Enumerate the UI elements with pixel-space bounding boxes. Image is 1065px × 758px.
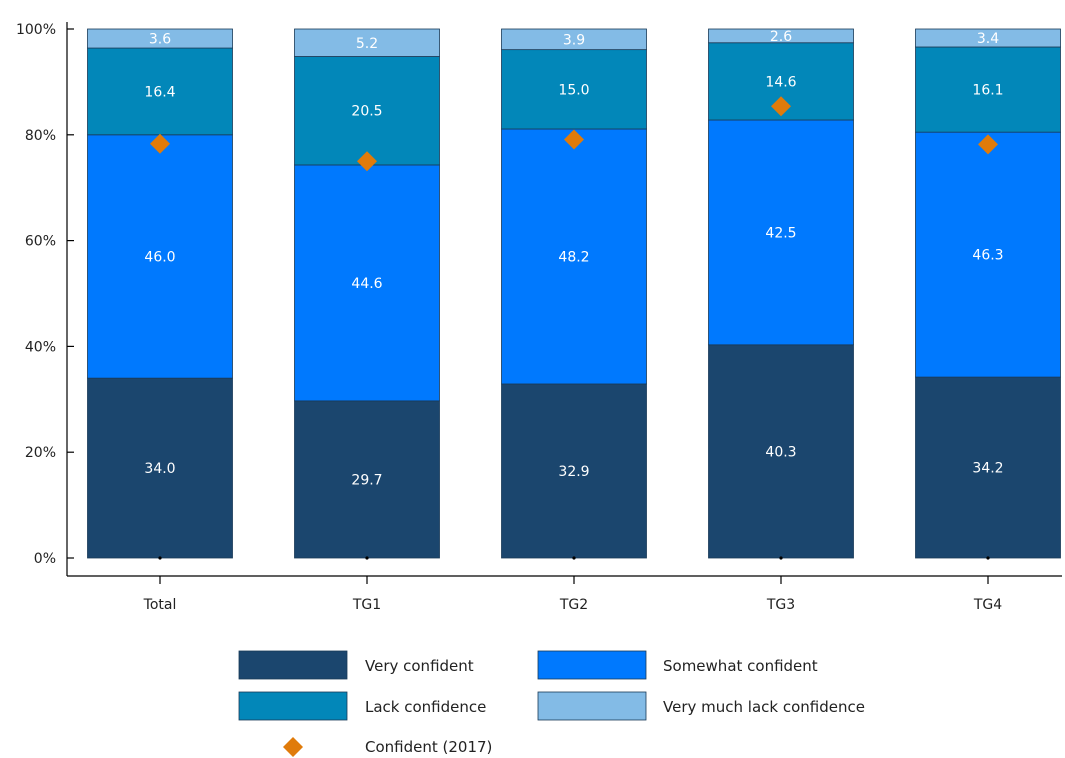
legend-swatch [537, 691, 647, 721]
x-tick-label: TG2 [559, 597, 588, 613]
bar-segment [915, 46, 1061, 133]
data-label: 3.9 [563, 32, 585, 48]
bar-segment [294, 400, 440, 559]
bar-segment [501, 49, 647, 130]
bar-base-dot [779, 556, 783, 560]
legend: Very confident Somewhat confident Lack con… [238, 650, 865, 757]
bar-base-dot [158, 556, 162, 560]
x-tick-label: TG3 [766, 597, 795, 613]
data-label: 16.4 [144, 84, 175, 100]
y-tick-label: 60% [25, 234, 56, 250]
marker-confident-2017 [771, 96, 791, 117]
data-label: 5.2 [356, 36, 378, 52]
y-tick-label: 0% [34, 551, 56, 567]
y-tick-label: 100% [16, 22, 56, 38]
data-label: 34.0 [144, 461, 175, 477]
axes-layer: 0% 20% 40% 60% 80% 100% Total TG1 TG2 TG3 TG4 [16, 22, 1062, 613]
data-label: 46.0 [144, 249, 175, 265]
bar-segment [87, 134, 233, 379]
data-label: 29.7 [351, 472, 382, 488]
bar-segment [708, 28, 854, 44]
data-label: 15.0 [558, 82, 589, 98]
data-label: 2.6 [770, 29, 792, 45]
data-label: 40.3 [765, 444, 796, 460]
bar-segment [501, 383, 647, 559]
bar-segment [294, 164, 440, 402]
legend-label: Lack confidence [365, 698, 486, 716]
data-label: 32.9 [558, 464, 589, 480]
marker-confident-2017 [357, 151, 377, 172]
markers-layer [150, 96, 998, 172]
x-tick-label: TG4 [973, 597, 1002, 613]
bar-segment [915, 131, 1061, 378]
x-tick-label: Total [143, 597, 177, 613]
bar-base-dot [572, 556, 576, 560]
y-tick-label: 40% [25, 339, 56, 355]
bar-base-dot [986, 556, 990, 560]
y-tick-label: 80% [25, 128, 56, 144]
legend-swatch [537, 650, 647, 680]
bar-segment [501, 28, 647, 51]
x-tick-label: TG1 [352, 597, 381, 613]
bar-segment [915, 28, 1061, 48]
bar-segment [294, 28, 440, 57]
bar-segment [501, 128, 647, 385]
data-label: 48.2 [558, 249, 589, 265]
bar-segment [708, 344, 854, 559]
marker-confident-2017 [978, 134, 998, 155]
data-label: 3.4 [977, 31, 999, 47]
legend-label: Somewhat confident [663, 657, 818, 675]
data-label: 44.6 [351, 276, 382, 292]
legend-marker-diamond [283, 737, 303, 757]
marker-confident-2017 [564, 129, 584, 150]
bars-layer: 34.0 46.0 16.4 3.6 29.7 44.6 20.5 5.2 32.9 48.2 15… [87, 28, 1061, 560]
data-label: 46.3 [972, 248, 1003, 264]
legend-label: Confident (2017) [365, 738, 492, 756]
bar-segment [915, 376, 1061, 559]
legend-label: Very confident [365, 657, 474, 675]
bar-base-dot [365, 556, 369, 560]
data-label: 20.5 [351, 104, 382, 120]
data-label: 16.1 [972, 83, 1003, 99]
legend-swatch [238, 691, 348, 721]
bar-segment [708, 119, 854, 346]
data-label: 14.6 [765, 74, 796, 90]
data-label: 3.6 [149, 32, 171, 48]
bar-segment [87, 377, 233, 559]
data-label: 42.5 [765, 225, 796, 241]
marker-confident-2017 [150, 133, 170, 154]
data-label: 34.2 [972, 461, 1003, 477]
bar-segment [87, 28, 233, 49]
legend-swatch [238, 650, 348, 680]
y-tick-label: 20% [25, 445, 56, 461]
legend-label: Very much lack confidence [663, 698, 865, 716]
